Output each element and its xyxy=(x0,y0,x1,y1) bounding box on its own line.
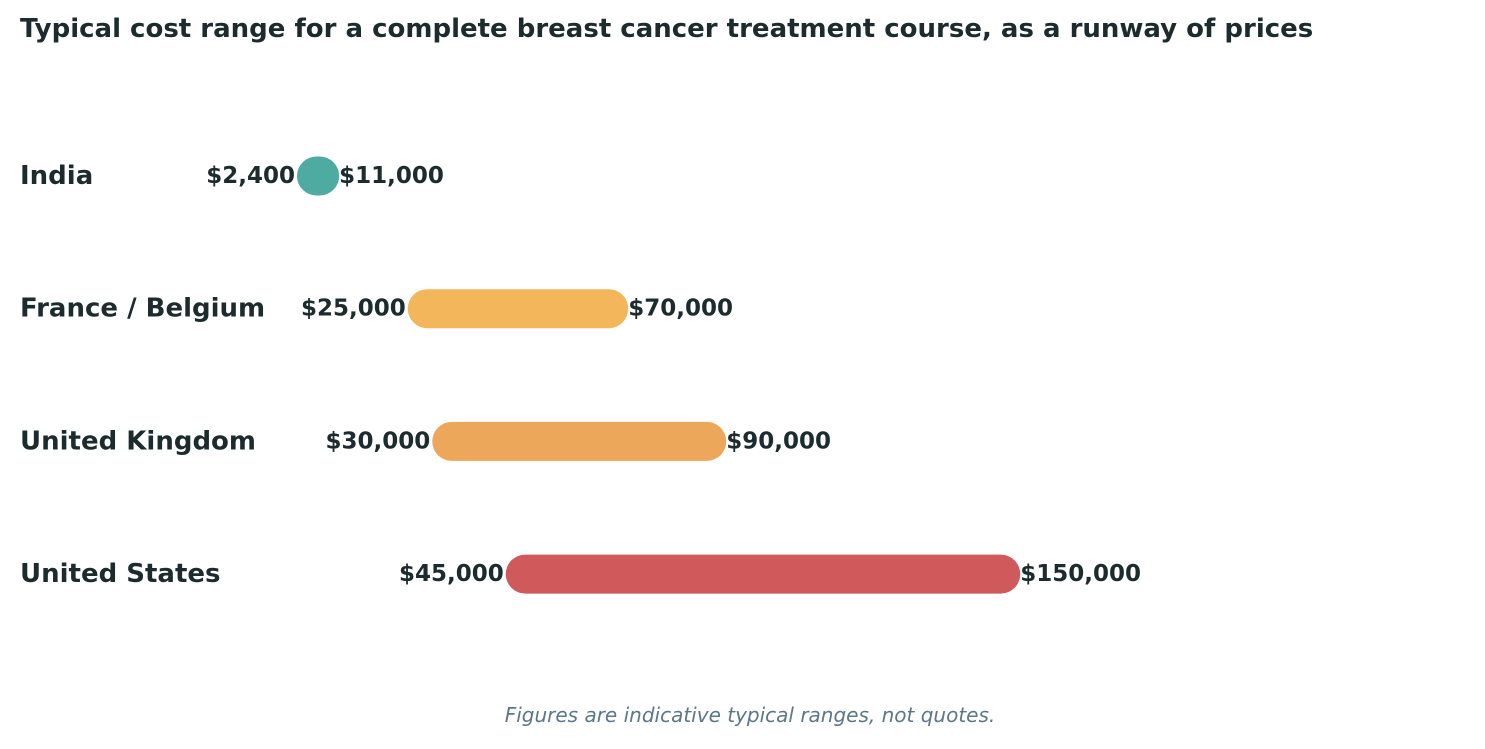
range-bar-united-states xyxy=(505,554,1021,594)
category-label-india: India xyxy=(20,161,93,191)
chart-footnote: Figures are indicative typical ranges, n… xyxy=(504,703,996,727)
range-bar-india xyxy=(297,156,340,196)
range-bar-united-kingdom xyxy=(432,421,727,461)
low-value-label-united-kingdom: $30,000 xyxy=(325,428,430,454)
category-label-united-states: United States xyxy=(20,559,221,589)
category-label-united-kingdom: United Kingdom xyxy=(20,426,256,456)
range-bar-france-belgium xyxy=(407,289,629,329)
range-chart: India $2,400 $11,000 France / Belgium $25,00… xyxy=(20,156,1141,594)
high-value-label-united-states: $150,000 xyxy=(1020,561,1141,587)
high-value-label-india: $11,000 xyxy=(339,163,444,189)
high-value-label-france-belgium: $70,000 xyxy=(628,296,733,322)
category-label-france-belgium: France / Belgium xyxy=(20,294,265,324)
low-value-label-india: $2,400 xyxy=(206,163,295,189)
low-value-label-france-belgium: $25,000 xyxy=(301,296,406,322)
low-value-label-united-states: $45,000 xyxy=(399,561,504,587)
chart-title: Typical cost range for a complete breast… xyxy=(20,14,1314,44)
high-value-label-united-kingdom: $90,000 xyxy=(726,428,831,454)
